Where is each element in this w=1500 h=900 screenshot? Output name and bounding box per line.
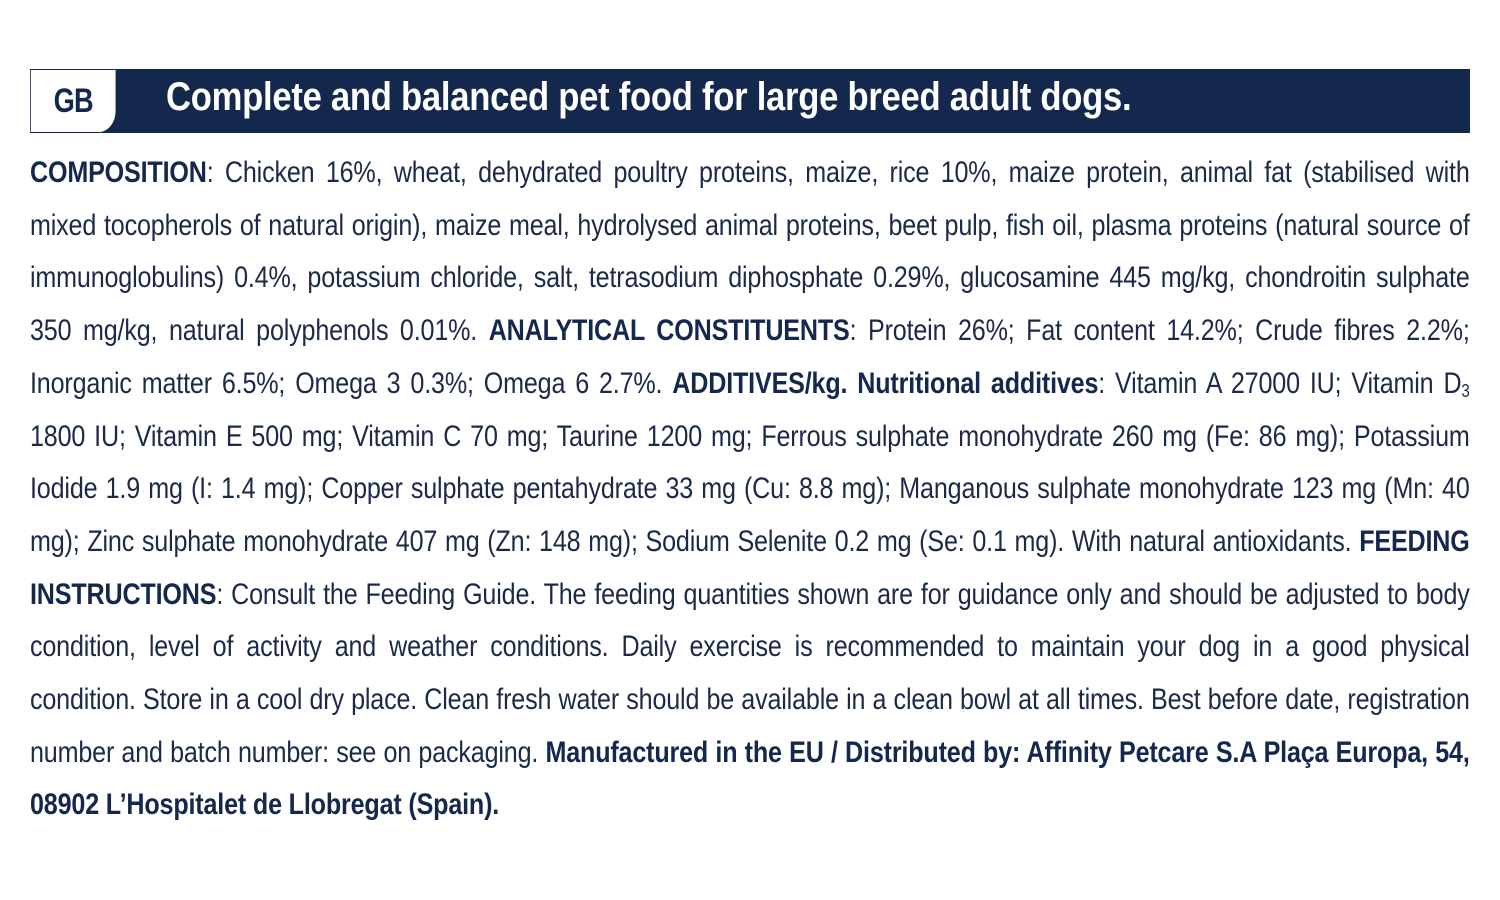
feeding-instructions-text: : Consult the Feeding Guide. The feeding…	[30, 577, 1470, 769]
product-title: Complete and balanced pet food for large…	[166, 75, 1132, 119]
additives-text-part2: 1800 IU; Vitamin E 500 mg; Vitamin C 70 …	[30, 419, 1470, 558]
analytical-constituents-heading: ANALYTICAL CONSTITUENTS	[488, 314, 850, 348]
additives-text-part1: : Vitamin A 27000 IU; Vitamin D	[1098, 366, 1462, 400]
header-bar: GB Complete and balanced pet food for la…	[30, 69, 1470, 133]
composition-text: : Chicken 16%, wheat, dehydrated poultry…	[30, 156, 1470, 348]
analytical-constituents-text: : Protein 26%; Fat content 14.2%; Crude …	[30, 314, 1470, 400]
label-body-text: COMPOSITION: Chicken 16%, wheat, dehydra…	[30, 147, 1470, 832]
composition-heading: COMPOSITION	[30, 156, 207, 189]
feeding-instructions-heading: FEEDING INSTRUCTIONS	[30, 524, 1470, 611]
vitamin-d-subscript: 3	[1461, 380, 1470, 401]
additives-heading: ADDITIVES/kg. Nutritional additives	[672, 366, 1099, 400]
manufacturer-info: Manufactured in the EU / Distributed by:…	[30, 735, 1470, 822]
country-code-tab: GB	[30, 69, 117, 133]
label-panel: GB Complete and balanced pet food for la…	[30, 69, 1470, 832]
